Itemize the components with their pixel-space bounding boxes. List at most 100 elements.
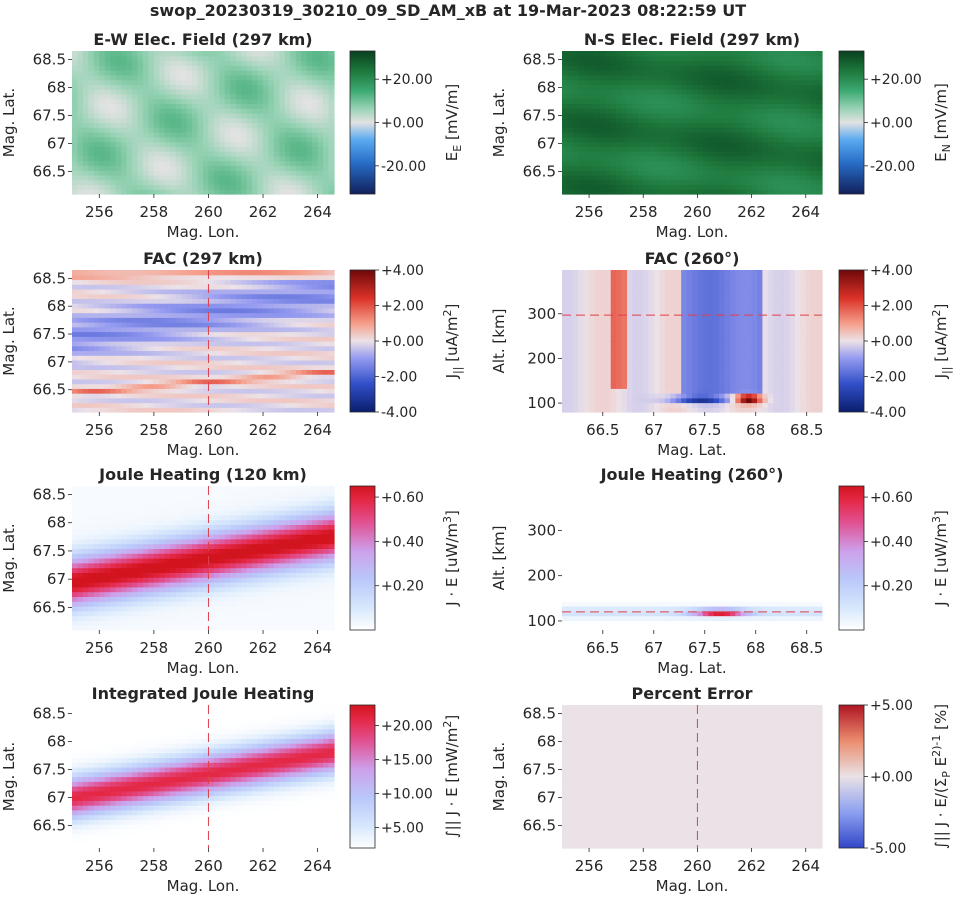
heatmap-cell <box>323 141 330 147</box>
heatmap-cell <box>208 378 215 385</box>
heatmap-cell <box>93 293 100 299</box>
heatmap-cell <box>186 179 193 186</box>
heatmap-cell <box>654 79 661 85</box>
heatmap-cell <box>610 317 617 323</box>
heatmap-cell <box>767 103 774 109</box>
heatmap-cell <box>224 393 231 399</box>
heatmap-cell <box>767 112 774 119</box>
heatmap-cell <box>610 127 617 133</box>
heatmap-cell <box>295 103 302 109</box>
heatmap-cell <box>197 127 204 133</box>
heatmap-cell <box>181 270 188 276</box>
heatmap-cell <box>567 326 574 333</box>
heatmap-cell <box>643 174 650 181</box>
heatmap-cell <box>142 288 150 295</box>
heatmap-cell <box>599 298 606 304</box>
heatmap-cell <box>170 407 177 413</box>
heatmap-cell <box>159 93 166 100</box>
heatmap-cell <box>648 127 655 133</box>
heatmap-cell <box>323 189 330 195</box>
heatmap-cell <box>284 184 291 190</box>
heatmap-cell <box>328 51 335 57</box>
heatmap-cell <box>137 279 144 285</box>
heatmap-cell <box>599 350 606 356</box>
heatmap-cell <box>306 388 313 394</box>
heatmap-cell <box>567 98 574 105</box>
heatmap-cell <box>594 383 601 389</box>
heatmap-cell <box>268 112 275 119</box>
heatmap-cell <box>142 279 150 285</box>
heatmap-cell <box>93 112 100 119</box>
heatmap-cell <box>121 132 128 138</box>
heatmap-cell <box>794 93 801 100</box>
heatmap-cell <box>159 388 166 394</box>
y-tick-label: 68.5 <box>33 269 66 287</box>
heatmap-cell <box>137 146 144 152</box>
heatmap-cell <box>572 74 579 81</box>
heatmap-cell <box>317 112 324 119</box>
heatmap-cell <box>181 388 188 394</box>
heatmap-cell <box>659 174 666 181</box>
heatmap-cell <box>578 60 585 66</box>
heatmap-cell <box>719 79 726 85</box>
heatmap-cell <box>323 132 330 138</box>
heatmap-cell <box>230 117 237 124</box>
heatmap-cell <box>643 112 650 119</box>
heatmap-cell <box>159 369 166 375</box>
heatmap-cell <box>295 341 302 347</box>
heatmap-cell <box>317 270 324 276</box>
heatmap-cell <box>268 117 275 124</box>
heatmap-cell <box>562 51 569 57</box>
heatmap-cell <box>115 60 122 66</box>
heatmap-cell <box>273 378 281 385</box>
heatmap-cell <box>279 288 286 295</box>
heatmap-cell <box>697 189 704 195</box>
heatmap-cell <box>170 279 177 285</box>
heatmap-cell <box>719 132 726 138</box>
heatmap-cell <box>762 146 769 152</box>
heatmap-cell <box>816 79 823 85</box>
heatmap-cell <box>773 189 780 195</box>
heatmap-cell <box>121 93 128 100</box>
heatmap-cell <box>284 359 291 366</box>
heatmap-cell <box>616 184 623 190</box>
heatmap-cell <box>686 70 693 76</box>
heatmap-cell <box>82 189 89 195</box>
heatmap-cell <box>757 98 764 105</box>
heatmap-cell <box>230 350 237 356</box>
heatmap-cell <box>284 307 291 314</box>
heatmap-cell <box>637 98 644 105</box>
heatmap-cell <box>115 174 122 181</box>
heatmap-cell <box>197 151 204 157</box>
heatmap-cell <box>572 397 579 404</box>
heatmap-cell <box>142 170 150 176</box>
heatmap-cell <box>197 345 204 352</box>
heatmap-cell <box>208 407 215 413</box>
heatmap-cell <box>627 160 634 166</box>
y-tick-label: 66.5 <box>33 381 66 399</box>
heatmap-cell <box>132 298 139 304</box>
heatmap-cell <box>762 132 769 138</box>
heatmap-cell <box>148 345 155 352</box>
heatmap-cell <box>99 322 106 328</box>
heatmap-cell <box>610 51 617 57</box>
heatmap-cell <box>268 341 275 347</box>
heatmap-cell <box>148 402 155 408</box>
heatmap-cell <box>621 146 628 152</box>
heatmap-cell <box>110 127 117 133</box>
heatmap-cell <box>675 155 682 162</box>
heatmap-cell <box>203 136 210 143</box>
heatmap-cell <box>627 331 634 337</box>
heatmap-cell <box>692 79 699 85</box>
heatmap-cell <box>246 65 253 71</box>
heatmap-cell <box>675 60 682 66</box>
heatmap-cell <box>192 84 199 90</box>
heatmap-cell <box>126 65 133 71</box>
heatmap-cell <box>724 141 731 147</box>
heatmap-cell <box>88 117 95 124</box>
heatmap-cell <box>273 355 281 361</box>
heatmap-cell <box>110 132 117 138</box>
heatmap-cell <box>88 341 95 347</box>
heatmap-cell <box>159 65 166 71</box>
heatmap-cell <box>746 184 753 190</box>
